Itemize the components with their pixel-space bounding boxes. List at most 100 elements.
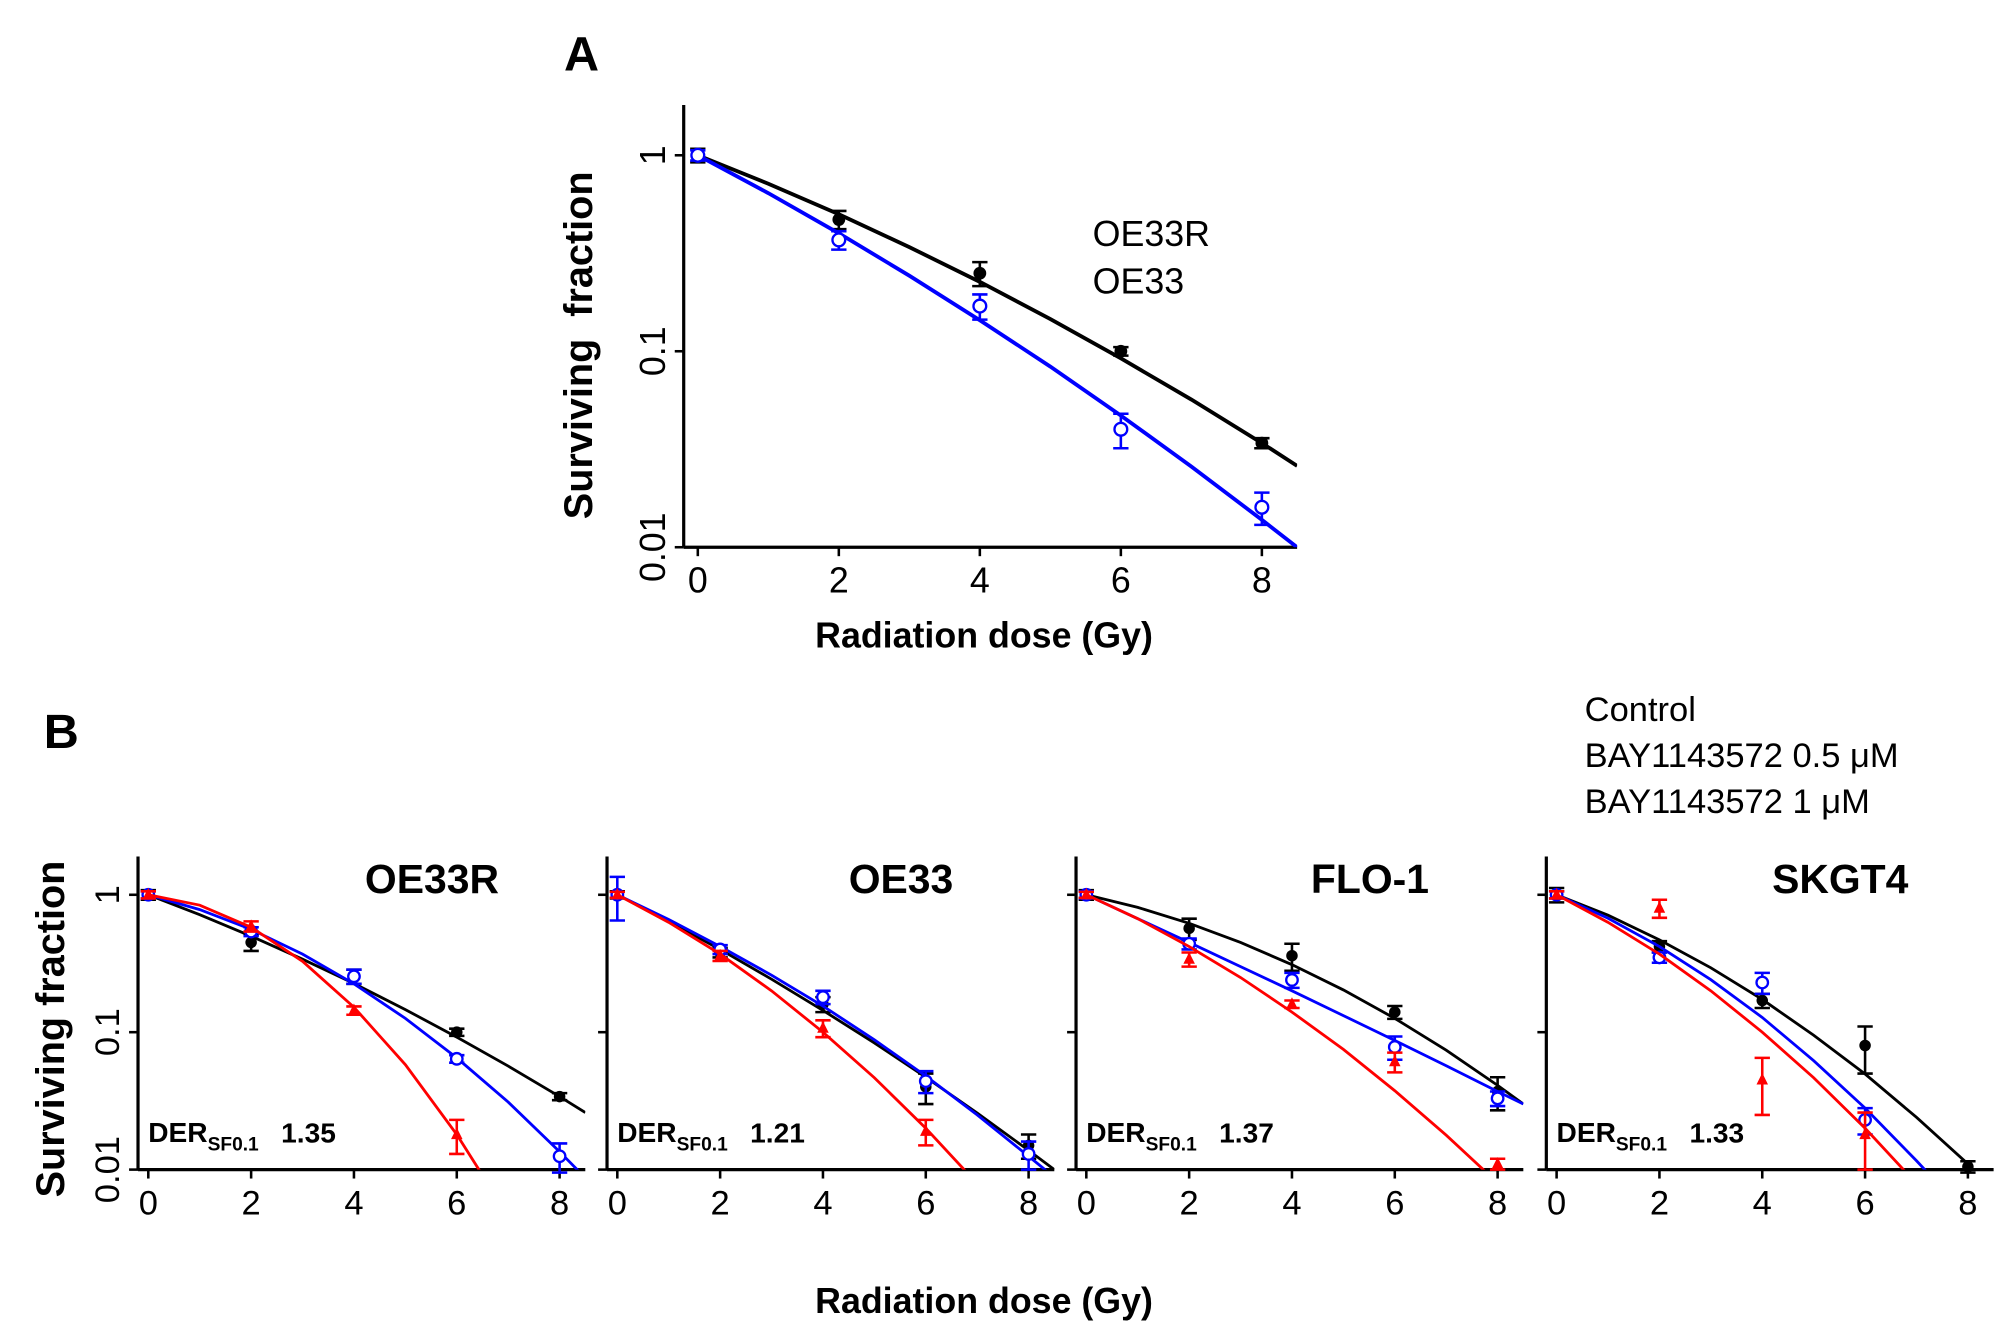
- error-bar: [1857, 1111, 1873, 1171]
- data-point: [1389, 1054, 1401, 1067]
- data-point: [1756, 1072, 1769, 1085]
- data-point: [817, 1021, 829, 1033]
- x-tick-label: 2: [1180, 1184, 1199, 1222]
- fit-curve: [697, 153, 1298, 468]
- fit-curve: [616, 893, 1048, 1170]
- x-tick-label: 8: [1958, 1184, 1977, 1222]
- legend-entry: BAY1143572 0.5 μM: [1585, 737, 1899, 775]
- data-point: [973, 266, 987, 280]
- panel-title: OE33: [849, 856, 954, 902]
- panel-title: FLO-1: [1311, 856, 1429, 902]
- x-tick-label: 6: [916, 1184, 935, 1222]
- data-point: [1859, 1127, 1871, 1140]
- der-annotation: DERSF0.1: [617, 1118, 728, 1156]
- x-tick-label: 8: [550, 1184, 569, 1222]
- x-axis-label: Radiation dose (Gy): [815, 1281, 1153, 1321]
- data-point: [449, 1051, 464, 1066]
- fit-curve: [1556, 893, 1969, 1165]
- data-point: [1859, 1039, 1871, 1052]
- data-point: [1285, 973, 1299, 987]
- data-point: [1286, 997, 1298, 1009]
- data-point: [1183, 952, 1195, 964]
- fit-curve: [1556, 893, 1927, 1170]
- der-value: 1.33: [1689, 1118, 1744, 1149]
- data-point: [1387, 1040, 1402, 1054]
- data-point: [831, 232, 847, 248]
- x-tick-label: 6: [1111, 560, 1131, 600]
- x-tick-label: 2: [829, 560, 849, 600]
- x-tick-label: 4: [1282, 1184, 1301, 1222]
- data-point: [1653, 901, 1666, 913]
- data-point: [1021, 1147, 1036, 1161]
- data-point: [1389, 1006, 1401, 1018]
- legend-entry: BAY1143572 1 μM: [1585, 783, 1870, 821]
- der-value: 1.35: [281, 1118, 336, 1149]
- x-tick-label: 8: [1252, 560, 1272, 600]
- y-tick-label: 0.01: [89, 1136, 127, 1203]
- x-tick-label: 2: [242, 1184, 261, 1222]
- der-label: DER: [617, 1118, 676, 1149]
- panel-title: SKGT4: [1772, 856, 1909, 902]
- data-point: [245, 936, 257, 949]
- x-tick-label: 6: [1385, 1184, 1404, 1222]
- fit-curve: [1085, 893, 1486, 1170]
- panel-title: OE33R: [365, 856, 499, 902]
- data-point: [1255, 436, 1269, 450]
- fit-curve: [1085, 893, 1524, 1106]
- data-point: [142, 887, 155, 900]
- data-point: [1080, 887, 1093, 900]
- y-axis-label: Surviving fraction: [29, 861, 73, 1198]
- x-tick-label: 2: [711, 1184, 730, 1222]
- x-tick-label: 6: [1855, 1184, 1874, 1222]
- y-tick-label: 1: [633, 145, 673, 165]
- der-value: 1.37: [1219, 1118, 1274, 1149]
- data-point: [918, 1074, 933, 1089]
- x-tick-label: 6: [447, 1184, 466, 1222]
- data-point: [714, 948, 726, 961]
- data-point: [451, 1127, 463, 1140]
- x-tick-label: 4: [1753, 1184, 1772, 1222]
- der-label: DER: [148, 1118, 207, 1149]
- der-label: DER: [1086, 1118, 1145, 1149]
- data-point: [1962, 1160, 1974, 1173]
- der-subscript: SF0.1: [677, 1134, 728, 1155]
- der-subscript: SF0.1: [208, 1134, 259, 1155]
- fit-curve: [1555, 893, 1906, 1170]
- panel-label: A: [564, 28, 599, 82]
- fit-curve: [1085, 893, 1524, 1106]
- data-point: [1113, 421, 1129, 437]
- data-point: [552, 1149, 567, 1164]
- data-point: [1254, 499, 1270, 515]
- y-tick-label: 0.1: [633, 326, 673, 376]
- fit-curve: [147, 893, 586, 1114]
- fit-curve: [616, 893, 967, 1170]
- legend-entry: OE33R: [1093, 214, 1210, 254]
- x-axis-label: Radiation dose (Gy): [815, 615, 1153, 655]
- fit-curve: [148, 893, 481, 1170]
- data-point: [1491, 1157, 1504, 1169]
- x-tick-label: 2: [1650, 1184, 1669, 1222]
- der-subscript: SF0.1: [1616, 1134, 1667, 1155]
- x-tick-label: 0: [688, 560, 708, 600]
- data-point: [245, 919, 257, 931]
- error-bar: [1754, 1056, 1770, 1117]
- data-point: [451, 1026, 463, 1038]
- fit-curve: [147, 893, 580, 1170]
- data-point: [348, 1003, 360, 1016]
- data-point: [1183, 922, 1195, 935]
- x-tick-label: 8: [1019, 1184, 1038, 1222]
- fit-curve: [616, 893, 1055, 1170]
- data-point: [1286, 949, 1298, 962]
- legend-entry: OE33: [1093, 261, 1184, 301]
- legend-entry: Control: [1585, 691, 1696, 729]
- data-point: [1490, 1091, 1505, 1106]
- data-point: [1755, 975, 1770, 990]
- data-point: [690, 147, 706, 163]
- der-annotation: DERSF0.1: [1557, 1118, 1668, 1156]
- data-point: [816, 990, 830, 1005]
- data-point: [1114, 344, 1128, 358]
- data-point: [832, 213, 846, 226]
- data-point: [553, 1090, 566, 1103]
